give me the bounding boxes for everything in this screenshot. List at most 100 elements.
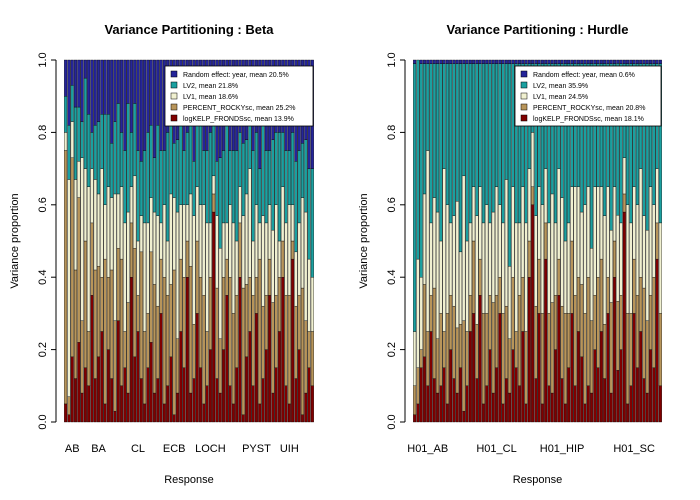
bar-segment	[159, 313, 163, 423]
bar-segment	[149, 197, 153, 253]
bar-segment	[238, 277, 242, 423]
bar-segment	[445, 313, 449, 405]
bar-segment	[70, 356, 74, 423]
bar-segment	[557, 258, 561, 296]
bar-segment	[261, 124, 265, 216]
x-tick-label: AB	[65, 443, 80, 455]
bar-segment	[488, 349, 492, 423]
bar-segment	[73, 378, 78, 423]
bar-segment	[241, 215, 245, 289]
bar-segment	[413, 414, 417, 423]
bar-segment	[645, 320, 649, 394]
bar-segment	[83, 367, 87, 423]
bar-segment	[655, 168, 659, 224]
x-tick-label: H01_HIP	[540, 443, 585, 455]
bar-segment	[159, 59, 163, 151]
bar-segment	[185, 132, 189, 205]
bar-segment	[93, 59, 97, 126]
bar-segment	[426, 385, 430, 423]
bar-segment	[77, 59, 81, 108]
bar-segment	[639, 59, 643, 64]
bar-segment	[231, 150, 235, 224]
bar-segment	[251, 385, 255, 423]
bar-segment	[573, 186, 577, 296]
bar-segment	[626, 59, 630, 64]
bar-segment	[162, 150, 166, 205]
bar-segment	[586, 59, 590, 64]
bar-segment	[175, 392, 180, 423]
legend-swatch	[520, 92, 528, 100]
bar-segment	[80, 157, 84, 321]
bar-segment	[590, 320, 594, 394]
bar-segment	[573, 59, 577, 64]
bar-segment	[442, 168, 446, 332]
bar-segment	[179, 204, 183, 260]
bar-segment	[419, 349, 423, 368]
bar-segment	[271, 229, 275, 303]
bar-segment	[495, 63, 499, 187]
bar-segment	[491, 59, 495, 64]
bar-segment	[472, 63, 476, 187]
bar-segment	[616, 214, 620, 302]
bar-segment	[143, 59, 147, 151]
x-tick-label: PYST	[242, 443, 271, 455]
bar-segment	[120, 385, 124, 423]
bar-segment	[307, 168, 311, 260]
y-tick-label: 1.0	[37, 52, 49, 67]
bar-segment	[264, 222, 268, 296]
bar-segment	[284, 222, 288, 296]
bar-segment	[245, 284, 249, 358]
bar-segment	[436, 59, 440, 64]
bar-segment	[488, 63, 492, 224]
bar-segment	[485, 313, 489, 386]
bar-segment	[478, 59, 482, 64]
x-tick-label: H01_AB	[407, 443, 448, 455]
bar-segment	[422, 63, 426, 195]
bar-segment	[307, 331, 311, 368]
bar-segment	[603, 215, 607, 325]
bar-segment	[580, 284, 584, 358]
legend-swatch	[170, 70, 178, 78]
bar-segment	[596, 367, 600, 423]
bar-segment	[90, 132, 94, 169]
bar-segment	[527, 277, 531, 423]
bar-segment	[478, 295, 482, 423]
bar-segment	[560, 59, 564, 64]
bar-segment	[169, 284, 173, 358]
bar-segment	[123, 150, 127, 224]
bar-segment	[159, 222, 163, 260]
bar-segment	[129, 222, 133, 278]
bar-segment	[560, 305, 564, 379]
legend-entry: LV1, mean 18.6%	[183, 94, 238, 101]
bar-segment	[297, 150, 301, 224]
bar-segment	[182, 204, 186, 278]
bar-segment	[231, 403, 235, 423]
bar-segment	[419, 59, 423, 64]
bar-segment	[90, 168, 94, 224]
bar-segment	[139, 215, 143, 253]
bar-segment	[472, 59, 476, 64]
legend-entry: LV2, mean 35.9%	[533, 83, 588, 90]
bar-segment	[245, 193, 249, 285]
bar-segment	[580, 59, 584, 64]
bar-segment	[116, 103, 120, 195]
bar-segment	[166, 240, 170, 296]
bar-segment	[554, 59, 558, 64]
bar-segment	[67, 59, 71, 126]
bar-segment	[432, 63, 436, 198]
legend-swatch	[170, 114, 178, 122]
bar-segment	[462, 410, 466, 423]
bar-segment	[77, 106, 81, 162]
bar-segment	[606, 313, 610, 423]
bar-segment	[287, 295, 291, 405]
bar-segment	[291, 258, 295, 423]
bar-segment	[452, 63, 456, 216]
bar-segment	[442, 331, 446, 368]
bar-segment	[413, 331, 417, 386]
bar-segment	[152, 157, 156, 213]
bar-segment	[103, 403, 107, 423]
bar-segment	[527, 240, 531, 278]
bar-segment	[185, 277, 189, 423]
bar-segment	[297, 295, 301, 350]
bar-segment	[123, 367, 127, 423]
